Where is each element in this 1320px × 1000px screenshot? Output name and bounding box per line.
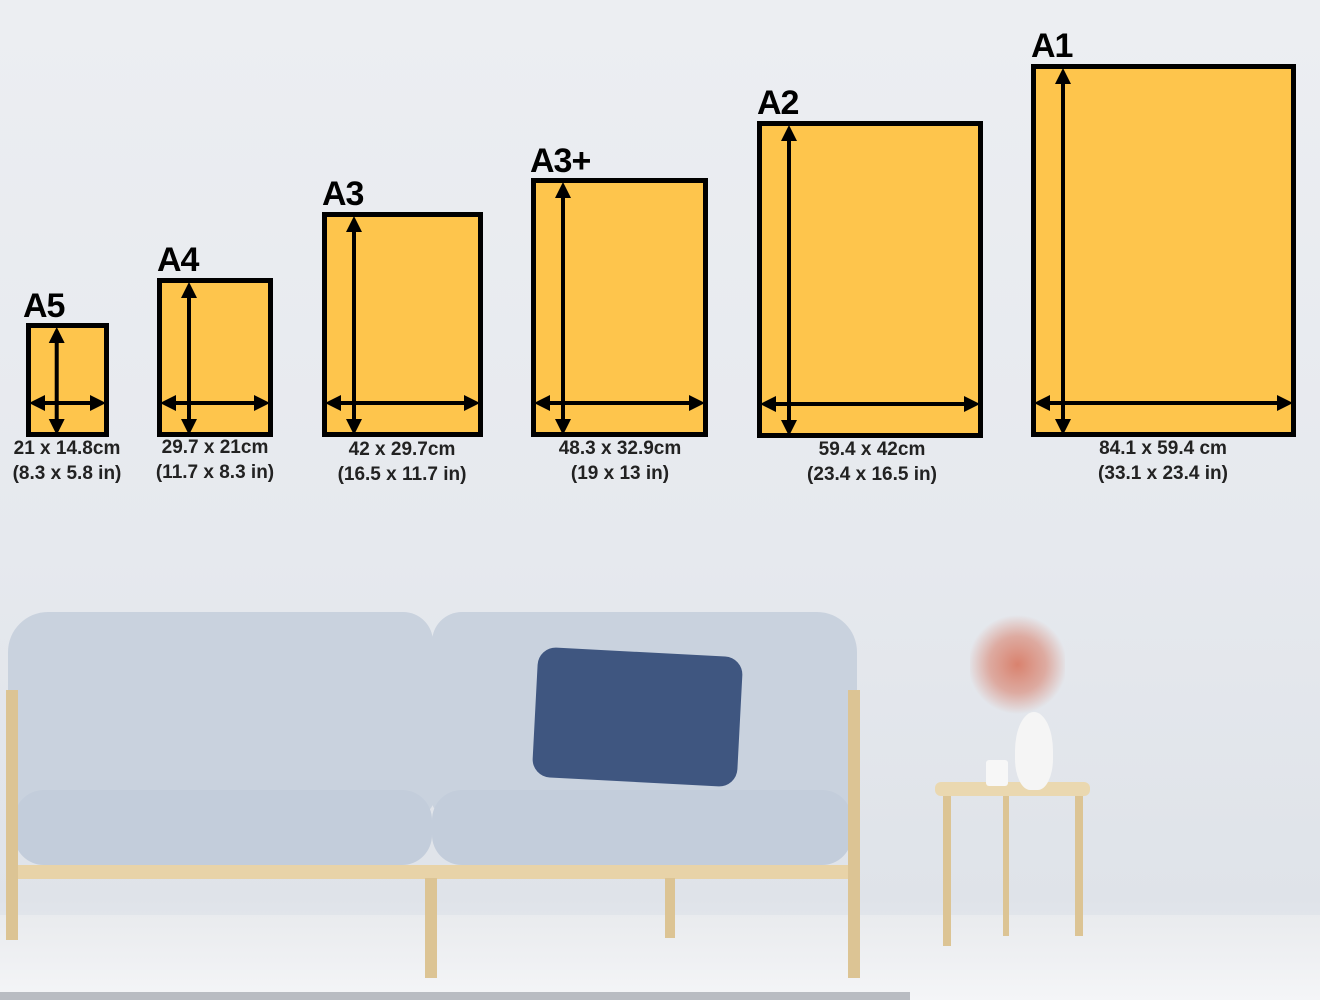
caption-a2: 59.4 x 42cm (23.4 x 16.5 in) (772, 437, 972, 487)
caption-in: (11.7 x 8.3 in) (155, 462, 275, 483)
caption-cm: 84.1 x 59.4 cm (1099, 438, 1227, 459)
flowers (970, 612, 1065, 717)
vase (1015, 712, 1053, 790)
frame-a5 (26, 323, 109, 437)
caption-in: (8.3 x 5.8 in) (12, 463, 122, 484)
rug (0, 992, 910, 1000)
label-a1: A1 (1031, 27, 1073, 65)
caption-cm: 48.3 x 32.9cm (558, 438, 682, 459)
caption-a3plus: 48.3 x 32.9cm (19 x 13 in) (520, 436, 720, 486)
label-a2: A2 (757, 84, 799, 122)
caption-a4: 29.7 x 21cm (11.7 x 8.3 in) (115, 435, 315, 485)
frame-a1 (1031, 64, 1296, 437)
label-a4: A4 (157, 241, 199, 279)
caption-cm: 29.7 x 21cm (161, 437, 269, 458)
caption-cm: 59.4 x 42cm (818, 439, 926, 460)
caption-a5: 21 x 14.8cm (8.3 x 5.8 in) (0, 436, 167, 486)
caption-in: (16.5 x 11.7 in) (337, 464, 467, 485)
caption-a3: 42 x 29.7cm (16.5 x 11.7 in) (302, 437, 502, 487)
caption-in: (33.1 x 23.4 in) (1098, 463, 1228, 484)
caption-in: (23.4 x 16.5 in) (807, 464, 937, 485)
caption-a1: 84.1 x 59.4 cm (33.1 x 23.4 in) (1063, 436, 1263, 486)
label-a5: A5 (23, 287, 65, 325)
label-a3plus: A3+ (530, 142, 591, 180)
floor (0, 915, 1320, 1000)
cup (986, 760, 1008, 786)
caption-cm: 21 x 14.8cm (13, 438, 121, 459)
caption-cm: 42 x 29.7cm (348, 439, 456, 460)
caption-in: (19 x 13 in) (570, 463, 670, 484)
label-a3: A3 (322, 175, 364, 213)
